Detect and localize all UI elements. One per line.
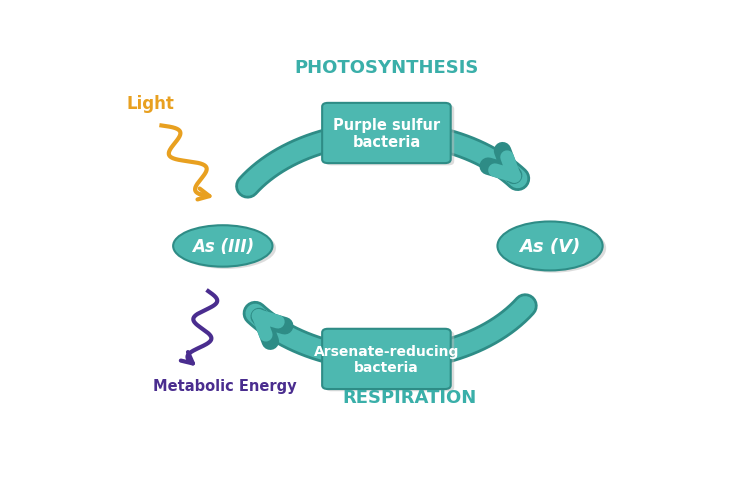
FancyBboxPatch shape (322, 103, 451, 164)
Text: Purple sulfur
bacteria: Purple sulfur bacteria (333, 118, 440, 150)
FancyBboxPatch shape (322, 329, 451, 389)
Ellipse shape (176, 228, 276, 269)
Ellipse shape (501, 224, 606, 273)
Text: Light: Light (127, 95, 174, 113)
Ellipse shape (498, 222, 602, 271)
FancyBboxPatch shape (326, 331, 454, 391)
Text: Arsenate-reducing
bacteria: Arsenate-reducing bacteria (314, 344, 459, 374)
Text: As (III): As (III) (192, 238, 254, 255)
Text: As (V): As (V) (520, 238, 581, 255)
Ellipse shape (173, 226, 272, 267)
Text: PHOTOSYNTHESIS: PHOTOSYNTHESIS (294, 59, 479, 77)
Text: Metabolic Energy: Metabolic Energy (152, 378, 296, 393)
FancyBboxPatch shape (326, 106, 454, 166)
Text: RESPIRATION: RESPIRATION (342, 388, 477, 406)
